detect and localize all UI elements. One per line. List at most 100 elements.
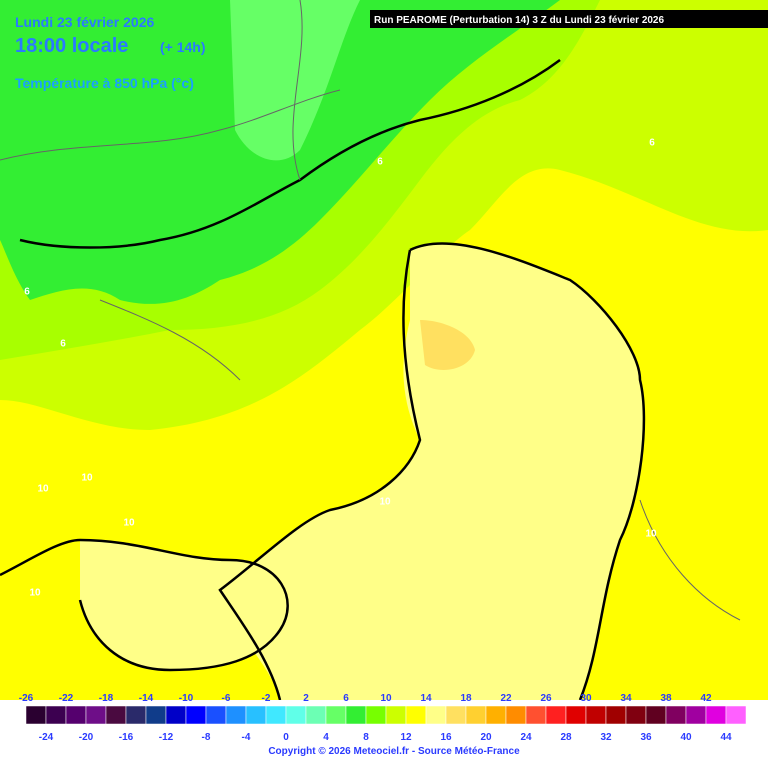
colorbar-bottom-label: 36 — [640, 732, 652, 743]
contour-label: 6 — [24, 287, 30, 298]
colorbar-top-label: 30 — [580, 693, 592, 704]
header-lead: (+ 14h) — [160, 39, 206, 55]
colorbar-bottom-label: 28 — [560, 732, 572, 743]
colorbar-bottom-label: -16 — [119, 732, 134, 743]
colorbar-swatch — [325, 705, 347, 725]
run-title: Run PEAROME (Perturbation 14) 3 Z du Lun… — [374, 15, 664, 26]
colorbar-bottom-label: 44 — [720, 732, 732, 743]
copyright: Copyright © 2026 Meteociel.fr - Source M… — [268, 746, 520, 757]
colorbar-swatch — [105, 705, 127, 725]
colorbar-swatch — [545, 705, 567, 725]
colorbar-top-label: 38 — [660, 693, 672, 704]
colorbar-bottom-label: 8 — [363, 732, 369, 743]
colorbar-bottom-label: 0 — [283, 732, 289, 743]
colorbar-bottom-label: -4 — [242, 732, 251, 743]
colorbar-bottom-label: -24 — [39, 732, 54, 743]
borders — [0, 0, 741, 621]
colorbar-swatch — [685, 705, 707, 725]
contour-label: 10 — [37, 484, 49, 495]
colorbar-bottom-label: 12 — [400, 732, 412, 743]
colorbar-swatch — [45, 705, 67, 725]
colorbar-swatch — [225, 705, 247, 725]
contour-label: 10 — [123, 518, 135, 529]
contour-labels: 6 6 6 6 10 10 10 10 10 10 — [24, 138, 657, 599]
header-time: 18:00 locale — [15, 35, 128, 57]
header-field: Température à 850 hPa (°c) — [15, 75, 194, 91]
colorbar-swatch — [565, 705, 587, 725]
colorbar-swatch — [345, 705, 367, 725]
colorbar-top-label: -22 — [59, 693, 74, 704]
colorbar-swatch — [65, 705, 87, 725]
colorbar-top-label: 14 — [420, 693, 432, 704]
colorbar-bottom-label: 24 — [520, 732, 532, 743]
colorbar-swatch — [705, 705, 727, 725]
colorbar-swatch — [285, 705, 307, 725]
colorbar-swatch — [405, 705, 427, 725]
run-banner — [370, 10, 768, 28]
colorbar-swatch — [425, 705, 447, 725]
field-pale — [80, 540, 288, 670]
colorbar-swatch — [85, 705, 107, 725]
colorbar-top-label: 10 — [380, 693, 392, 704]
colorbar-swatch — [525, 705, 547, 725]
colorbar-swatch — [165, 705, 187, 725]
colorbar-bottom-label: 16 — [440, 732, 452, 743]
colorbar-swatch — [145, 705, 167, 725]
colorbar-swatch — [385, 705, 407, 725]
colorbar-top-label: 18 — [460, 693, 472, 704]
contour-label: 6 — [377, 157, 383, 168]
colorbar-bottom-label: 32 — [600, 732, 612, 743]
colorbar-swatch — [605, 705, 627, 725]
colorbar-swatch — [665, 705, 687, 725]
field-pale — [220, 243, 644, 700]
contour-label: 10 — [379, 497, 391, 508]
contour-10 — [218, 249, 422, 701]
contour-label: 10 — [81, 473, 93, 484]
colorbar-top-label: -26 — [19, 693, 34, 704]
colorbar-top-label: 2 — [303, 693, 309, 704]
contour-label: 10 — [29, 588, 41, 599]
colorbar-swatch — [725, 705, 747, 725]
colorbar-swatch — [25, 705, 47, 725]
map-field — [0, 0, 768, 700]
colorbar-top-label: 26 — [540, 693, 552, 704]
contour-label: 6 — [649, 138, 655, 149]
header-date: Lundi 23 février 2026 — [15, 14, 155, 30]
field-warm — [420, 320, 475, 370]
colorbar-swatch — [625, 705, 647, 725]
colorbar-bottom-label: 40 — [680, 732, 692, 743]
colorbar-bottom-label: 20 — [480, 732, 492, 743]
colorbar-swatch — [185, 705, 207, 725]
colorbar-swatch — [645, 705, 667, 725]
colorbar-top-label: 42 — [700, 693, 712, 704]
contour-label: 10 — [645, 529, 657, 540]
colorbar-top-label: -18 — [99, 693, 114, 704]
colorbar-top-label: 22 — [500, 693, 512, 704]
colorbar-top-label: 6 — [343, 693, 349, 704]
colorbar-bottom-label: -12 — [159, 732, 174, 743]
colorbar-swatch — [125, 705, 147, 725]
contour-label: 6 — [60, 339, 66, 350]
colorbar-swatch — [465, 705, 487, 725]
colorbar-top-label: -10 — [179, 693, 194, 704]
field-lightgreen — [230, 0, 360, 161]
contour-10 — [0, 538, 289, 672]
colorbar: -26 -22 -18 -14 -10 -6 -2 2 6 10 14 18 22 26 30 34 38 42-… — [19, 693, 747, 743]
colorbar-bottom-label: -8 — [202, 732, 211, 743]
colorbar-swatch — [585, 705, 607, 725]
colorbar-bottom-label: 4 — [323, 732, 329, 743]
colorbar-bottom-label: -20 — [79, 732, 94, 743]
colorbar-swatch — [485, 705, 507, 725]
colorbar-top-label: 34 — [620, 693, 632, 704]
colorbar-swatch — [265, 705, 287, 725]
colorbar-swatch — [245, 705, 267, 725]
colorbar-swatch — [205, 705, 227, 725]
colorbar-swatch — [505, 705, 527, 725]
colorbar-swatch — [305, 705, 327, 725]
contour-10 — [409, 242, 646, 701]
colorbar-swatch — [365, 705, 387, 725]
colorbar-top-label: -14 — [139, 693, 154, 704]
colorbar-swatch — [445, 705, 467, 725]
